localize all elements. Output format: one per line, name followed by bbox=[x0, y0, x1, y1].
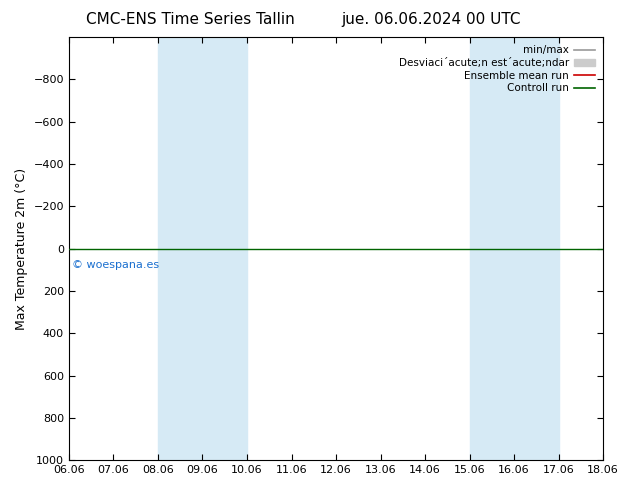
Bar bbox=[158, 37, 247, 460]
Text: © woespana.es: © woespana.es bbox=[72, 260, 158, 270]
Legend: min/max, Desviaci´acute;n est´acute;ndar, Ensemble mean run, Controll run: min/max, Desviaci´acute;n est´acute;ndar… bbox=[396, 42, 598, 97]
Bar bbox=[470, 37, 559, 460]
Y-axis label: Max Temperature 2m (°C): Max Temperature 2m (°C) bbox=[15, 168, 28, 330]
Text: jue. 06.06.2024 00 UTC: jue. 06.06.2024 00 UTC bbox=[341, 12, 521, 27]
Text: CMC-ENS Time Series Tallin: CMC-ENS Time Series Tallin bbox=[86, 12, 295, 27]
